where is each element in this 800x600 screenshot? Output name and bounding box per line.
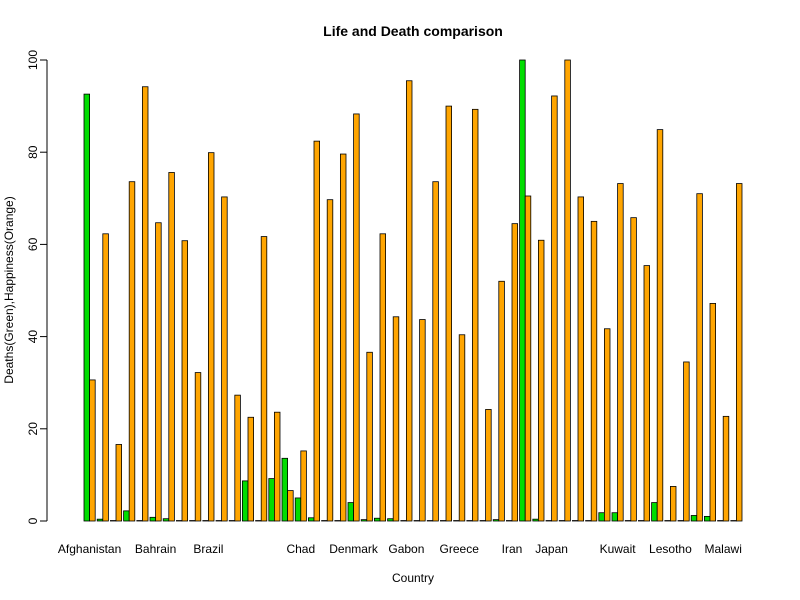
- bar-deaths: [307, 517, 315, 522]
- bar-deaths: [96, 518, 104, 522]
- bar-happiness: [736, 183, 743, 522]
- x-tick-label: Denmark: [329, 542, 379, 556]
- bar-deaths: [519, 59, 526, 522]
- bar-deaths: [704, 515, 711, 522]
- bar-deaths: [268, 478, 275, 522]
- y-tick-label: 20: [26, 422, 40, 436]
- y-axis: 0 20 40 60 80 100: [26, 50, 48, 524]
- x-tick-label: Lesotho: [649, 542, 692, 556]
- x-tick-label: Bahrain: [135, 542, 176, 556]
- x-tick-label: Chad: [286, 542, 315, 556]
- bar-happiness: [115, 444, 122, 522]
- bar-happiness: [656, 129, 664, 522]
- bar-happiness: [617, 183, 624, 522]
- bar-happiness: [524, 195, 532, 522]
- bar-deaths: [83, 93, 90, 522]
- bar-happiness: [260, 236, 268, 522]
- bar-happiness: [273, 411, 281, 522]
- bar-deaths: [347, 502, 354, 522]
- bar-happiness: [458, 334, 466, 522]
- bar-happiness: [102, 233, 109, 522]
- x-tick-label: Greece: [440, 542, 480, 556]
- y-tick-label: 0: [26, 517, 40, 524]
- bar-happiness: [564, 59, 571, 522]
- bar-happiness: [551, 95, 558, 522]
- bar-happiness: [683, 361, 690, 522]
- bar-deaths: [294, 497, 302, 522]
- bar-deaths: [123, 510, 130, 522]
- bar-happiness: [604, 328, 611, 522]
- y-axis-label: Deaths(Green),Happiness(Orange): [2, 196, 16, 383]
- bar-happiness: [247, 416, 254, 522]
- bar-deaths: [611, 512, 618, 522]
- x-tick-label: Iran: [502, 542, 523, 556]
- bar-happiness: [155, 222, 162, 522]
- bar-deaths: [492, 519, 500, 522]
- bar-deaths: [281, 457, 288, 522]
- bar-happiness: [392, 316, 400, 522]
- bar-happiness: [194, 372, 202, 522]
- bar-deaths: [690, 515, 698, 522]
- bar-happiness: [709, 303, 716, 522]
- bar-happiness: [207, 152, 215, 522]
- bar-happiness: [168, 172, 175, 522]
- bar-happiness: [128, 181, 136, 522]
- bar-happiness: [234, 394, 241, 522]
- y-tick-label: 60: [26, 237, 40, 251]
- bar-happiness: [366, 351, 373, 522]
- bar-happiness: [313, 140, 320, 522]
- bar-deaths: [241, 480, 249, 522]
- y-tick-label: 80: [26, 145, 40, 159]
- x-axis-label: Country: [392, 571, 434, 585]
- x-tick-label: Brazil: [193, 542, 223, 556]
- y-tick-label: 100: [26, 50, 40, 70]
- bar-deaths: [162, 518, 170, 522]
- bar-deaths: [651, 502, 658, 522]
- bar-deaths: [373, 517, 381, 522]
- bar-happiness: [538, 239, 545, 522]
- bar-happiness: [141, 86, 149, 522]
- bar-happiness: [722, 415, 730, 522]
- bar-happiness: [353, 113, 360, 522]
- bar-happiness: [326, 199, 334, 522]
- bar-happiness: [181, 240, 188, 522]
- x-tick-label: Afghanistan: [58, 542, 121, 556]
- bar-happiness: [300, 450, 307, 522]
- bar-deaths: [532, 518, 539, 522]
- bar-deaths: [360, 519, 368, 522]
- bar-happiness: [471, 108, 479, 522]
- bar-happiness: [670, 486, 677, 522]
- bar-happiness: [643, 265, 650, 522]
- bar-happiness: [339, 153, 347, 522]
- bar-happiness: [485, 409, 492, 522]
- x-tick-label: Malawi: [705, 542, 742, 556]
- x-tick-labels: Afghanistan Bahrain Brazil Chad Denmark Gabon…: [58, 542, 742, 556]
- bar-deaths: [598, 512, 605, 522]
- x-tick-label: Kuwait: [600, 542, 637, 556]
- bar-happiness: [287, 490, 294, 522]
- y-tick-label: 40: [26, 330, 40, 344]
- bar-happiness: [221, 196, 228, 522]
- bar-deaths: [149, 516, 156, 522]
- bar-happiness: [498, 280, 505, 522]
- bar-happiness: [379, 233, 386, 522]
- bar-happiness: [419, 319, 426, 522]
- bar-happiness: [577, 196, 584, 522]
- bar-happiness: [696, 193, 703, 522]
- bar-happiness: [89, 379, 96, 522]
- x-tick-label: Gabon: [388, 542, 424, 556]
- bar-happiness: [432, 181, 439, 522]
- bar-happiness: [511, 223, 518, 522]
- bar-happiness: [445, 105, 452, 522]
- bar-happiness: [405, 80, 413, 522]
- bars-group: [83, 59, 743, 522]
- bar-deaths: [387, 518, 394, 522]
- x-tick-label: Japan: [535, 542, 568, 556]
- bar-happiness: [630, 217, 637, 522]
- bar-happiness: [590, 220, 598, 522]
- chart-title: Life and Death comparison: [323, 23, 503, 39]
